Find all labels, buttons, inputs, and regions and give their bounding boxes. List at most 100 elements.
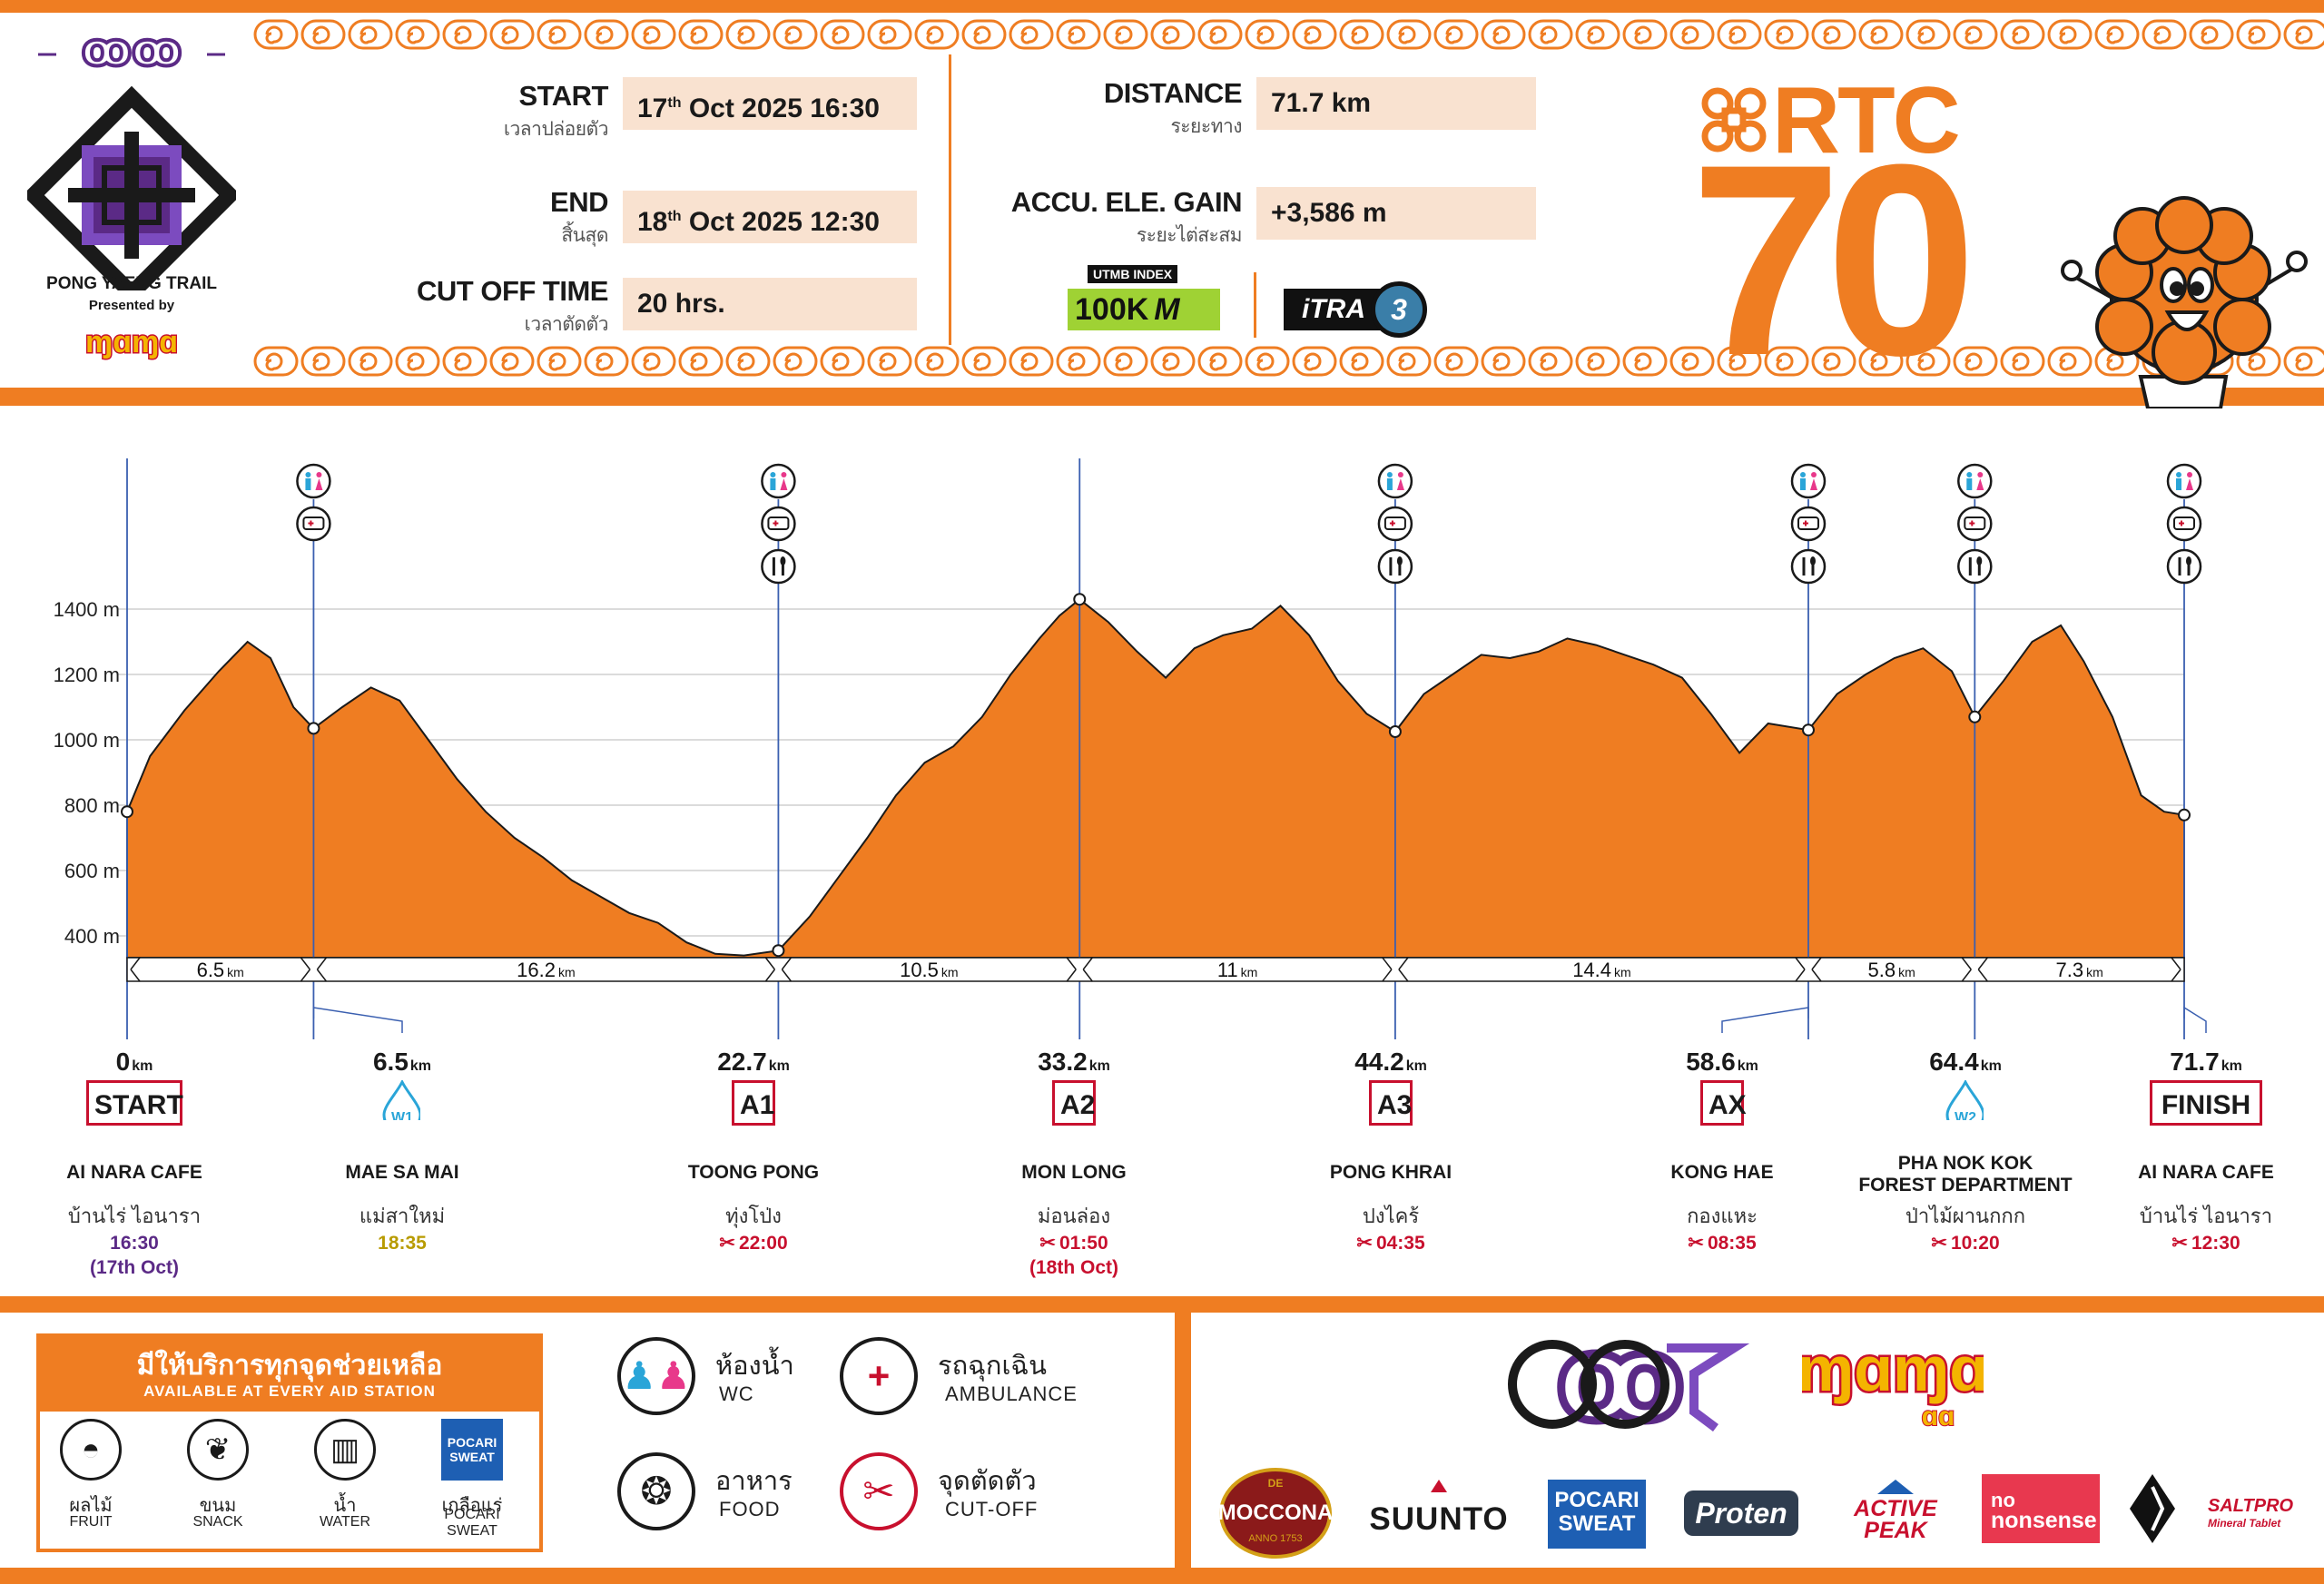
station-km: 71.7 km [2170, 1048, 2242, 1076]
station-name: TOONG PONG [687, 1162, 820, 1183]
wc-man-body [2176, 478, 2181, 490]
station-km: 64.4 km [1929, 1048, 2002, 1076]
race-distance-number: 70 [1690, 107, 1977, 412]
start-value: 17th Oct 2025 16:30 [623, 77, 917, 130]
segment-distance-label: 14.4 km [1572, 959, 1631, 981]
wc-woman-body [315, 478, 323, 490]
aid-station-panel: มีให้บริการทุกจุดช่วยเหลือ AVAILABLE AT … [36, 1333, 543, 1552]
aid-item-th: เกลือแร่ [441, 1496, 503, 1516]
station-name: AI NARA CAFE [66, 1162, 202, 1183]
station-name-thai: บ้านไร่ ไอนารา [67, 1205, 202, 1227]
segment-arrow-right [300, 957, 311, 982]
wc-man-body [1799, 478, 1806, 490]
wc-woman-head [2187, 472, 2192, 477]
station-leader [2183, 1006, 2207, 1033]
station-code-box: A1 [732, 1080, 775, 1126]
active-peak-line2: PEAK [1864, 1518, 1927, 1543]
wc-man-head [1799, 472, 1806, 477]
top-border [0, 0, 2324, 13]
legend-label-en: WC [719, 1382, 754, 1405]
food-spoon [1809, 556, 1816, 566]
station-km: 0 km [115, 1048, 153, 1076]
pong-yaeng-logo-icon: ꝏꝏ [22, 22, 241, 305]
svg-text:ɱɑɱɑ: ɱɑɱɑ [1802, 1333, 1984, 1404]
legend-label-th: ห้องน้ำ [715, 1352, 794, 1381]
end-sublabel: สิ้นสุด [561, 225, 608, 246]
wc-woman-head [1977, 472, 1984, 477]
mascot-icon [2061, 196, 2308, 408]
wc-woman-body [780, 478, 788, 490]
wc-man-head [1966, 472, 1973, 477]
cutoff-scissors-icon: ✂ [1356, 1233, 1373, 1254]
station-marker [307, 722, 320, 735]
wc-woman-head [1810, 472, 1817, 477]
food-icon: ❂ [617, 1452, 695, 1530]
station-time: 18:35 [378, 1233, 427, 1254]
sponsor-no-nonsense-logo: no nonsense [1982, 1474, 2100, 1543]
aid-item-en: WATER [320, 1514, 370, 1530]
ambulance-cross [2179, 520, 2184, 526]
station-leader [1721, 1007, 1809, 1033]
cutoff-value: 20 hrs. [623, 278, 917, 330]
station-name: KONG HAE [1670, 1162, 1774, 1183]
header-vertical-divider [949, 54, 951, 345]
station-marker [2178, 808, 2191, 822]
station-code-box: A3 [1369, 1080, 1413, 1126]
no-nonsense-line1: no [1991, 1489, 2015, 1511]
wc-icon [761, 463, 796, 499]
swirl-pattern-icon [252, 343, 2324, 379]
presented-by: Presented by [88, 298, 175, 313]
station-time: ✂ 10:20 [1931, 1233, 2000, 1254]
sponsor-active-peak-logo: ACTIVE PEAK [1850, 1480, 1941, 1543]
station-marker [772, 944, 785, 958]
wc-icon [1790, 463, 1827, 499]
distance-value: 71.7 km [1256, 77, 1536, 130]
wc-woman-body [1809, 478, 1817, 490]
food-spoon [780, 556, 786, 566]
segment-distance-label: 6.5 km [197, 959, 244, 981]
race-code: RTC [1772, 68, 1961, 173]
svg-text:ɑɑ: ɑɑ [1922, 1402, 1955, 1432]
cutoff-label: CUT OFF TIME เวลาตัดตัว [363, 275, 608, 339]
legend-label-th: อาหาร [715, 1467, 793, 1496]
segment-distance-label: 16.2 km [517, 959, 576, 981]
moccona-name: MOCCONA [1217, 1500, 1334, 1525]
candy-icon: ❦ [187, 1419, 249, 1481]
segment-arrow-right [2171, 957, 2181, 982]
station-marker [1073, 593, 1087, 606]
station-code-box: A2 [1052, 1080, 1096, 1126]
footer-bottom-band [0, 1568, 2324, 1584]
wc-woman-body [2186, 478, 2193, 490]
swirl-pattern-bottom [252, 343, 2324, 379]
station-time: 16:30 (17th Oct) [89, 1233, 179, 1278]
aid-item-th: ขนม [199, 1496, 237, 1516]
pocari-sweat-icon: POCARI SWEAT [441, 1419, 503, 1481]
water-station-code: W1 [391, 1110, 413, 1120]
moccona-de: DE [1267, 1477, 1284, 1490]
station-name-thai: ม่อนล่อง [1037, 1205, 1111, 1227]
gain-sublabel: ระยะไต่สะสม [1136, 225, 1243, 246]
aid-item-en: SNACK [192, 1514, 243, 1530]
aid-panel-header: มีให้บริการทุกจุดช่วยเหลือ AVAILABLE AT … [40, 1337, 539, 1412]
wc-man-head [770, 472, 776, 477]
station-time: ✂ 04:35 [1356, 1233, 1425, 1254]
itra-score: 3 [1371, 281, 1427, 338]
watermelon-icon: ◓ [60, 1419, 122, 1481]
start-label: START เวลาปล่อยตัว [381, 80, 609, 144]
cutoff-scissors-icon: ✂ [2171, 1233, 2188, 1254]
svg-text:ꝏꝏ: ꝏꝏ [82, 24, 182, 76]
y-tick-label: 1400 m [54, 598, 120, 621]
station-km: 6.5 km [372, 1048, 432, 1076]
sponsor-pocari-logo: POCARI SWEAT [1548, 1480, 1646, 1549]
wc-man-head [2176, 472, 2181, 477]
wc-man-body [305, 478, 311, 490]
wc-icon [1957, 463, 1993, 499]
elevation-chart: 400 m 600 m 800 m 1000 m 1200 m 1400 m 6.5 km 16… [54, 458, 2207, 1039]
station-name: MAE SA MAI [345, 1162, 459, 1183]
food-spoon [2186, 556, 2191, 566]
food-spoon [1396, 556, 1403, 566]
sponsor-moccona-logo: DE MOCCONA ANNO 1753 [1212, 1468, 1339, 1559]
station-km: 33.2 km [1038, 1048, 1110, 1076]
ambulance-cross [773, 520, 779, 526]
segment-arrow-left [316, 957, 328, 982]
